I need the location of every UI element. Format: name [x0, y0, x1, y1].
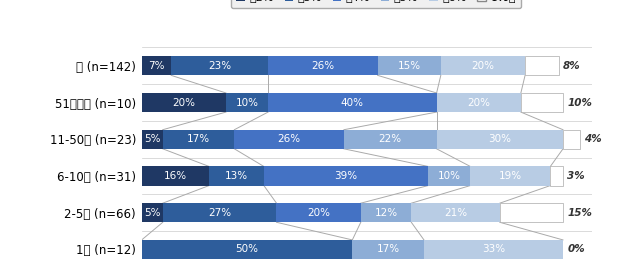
Bar	[377, 56, 440, 75]
Text: 40%: 40%	[341, 98, 364, 107]
Text: 27%: 27%	[208, 208, 231, 218]
Bar	[428, 167, 470, 186]
Text: 16%: 16%	[164, 171, 187, 181]
Bar	[234, 130, 344, 149]
Text: 20%: 20%	[173, 98, 195, 107]
Text: 20%: 20%	[468, 98, 490, 107]
Text: 5%: 5%	[144, 134, 160, 144]
Text: 39%: 39%	[334, 171, 357, 181]
Text: 23%: 23%	[208, 61, 231, 71]
Bar	[142, 240, 352, 259]
Bar	[163, 203, 276, 222]
Bar	[276, 203, 361, 222]
Text: 7%: 7%	[148, 61, 165, 71]
Text: 4%: 4%	[584, 134, 601, 144]
Text: 50%: 50%	[236, 244, 258, 254]
Bar	[551, 167, 563, 186]
Bar	[412, 203, 500, 222]
Text: 5%: 5%	[144, 208, 160, 218]
Bar	[500, 203, 563, 222]
Text: 30%: 30%	[488, 134, 511, 144]
Text: 8%: 8%	[563, 61, 581, 71]
Bar	[437, 93, 521, 112]
Bar	[563, 130, 580, 149]
Text: 0%: 0%	[567, 244, 585, 254]
Text: 13%: 13%	[225, 171, 248, 181]
Bar	[525, 56, 559, 75]
Bar	[142, 203, 163, 222]
Bar	[344, 130, 437, 149]
Text: 26%: 26%	[311, 61, 334, 71]
Bar	[521, 93, 563, 112]
Bar	[209, 167, 264, 186]
Text: 19%: 19%	[498, 171, 522, 181]
Text: 22%: 22%	[379, 134, 402, 144]
Text: 21%: 21%	[444, 208, 467, 218]
Bar	[171, 56, 268, 75]
Bar	[264, 167, 428, 186]
Bar	[226, 93, 268, 112]
Text: 3%: 3%	[567, 171, 585, 181]
Bar	[142, 167, 209, 186]
Bar	[352, 240, 424, 259]
Text: 10%: 10%	[567, 98, 592, 107]
Text: 10%: 10%	[236, 98, 258, 107]
Text: 12%: 12%	[374, 208, 397, 218]
Bar	[142, 130, 163, 149]
Bar	[437, 130, 563, 149]
Bar	[163, 130, 234, 149]
Legend: ～2%, ～3%, ～4%, ～5%, ～6%, 6%超: ～2%, ～3%, ～4%, ～5%, ～6%, 6%超	[231, 0, 521, 8]
Text: 20%: 20%	[307, 208, 330, 218]
Bar	[268, 56, 377, 75]
Bar	[142, 56, 171, 75]
Bar	[142, 93, 226, 112]
Text: 20%: 20%	[471, 61, 495, 71]
Text: 15%: 15%	[397, 61, 421, 71]
Bar	[424, 240, 563, 259]
Text: 33%: 33%	[482, 244, 505, 254]
Text: 17%: 17%	[377, 244, 400, 254]
Text: 26%: 26%	[278, 134, 301, 144]
Bar	[470, 167, 551, 186]
Text: 15%: 15%	[567, 208, 592, 218]
Bar	[268, 93, 437, 112]
Bar	[440, 56, 525, 75]
Bar	[361, 203, 412, 222]
Text: 10%: 10%	[438, 171, 460, 181]
Text: 17%: 17%	[187, 134, 210, 144]
